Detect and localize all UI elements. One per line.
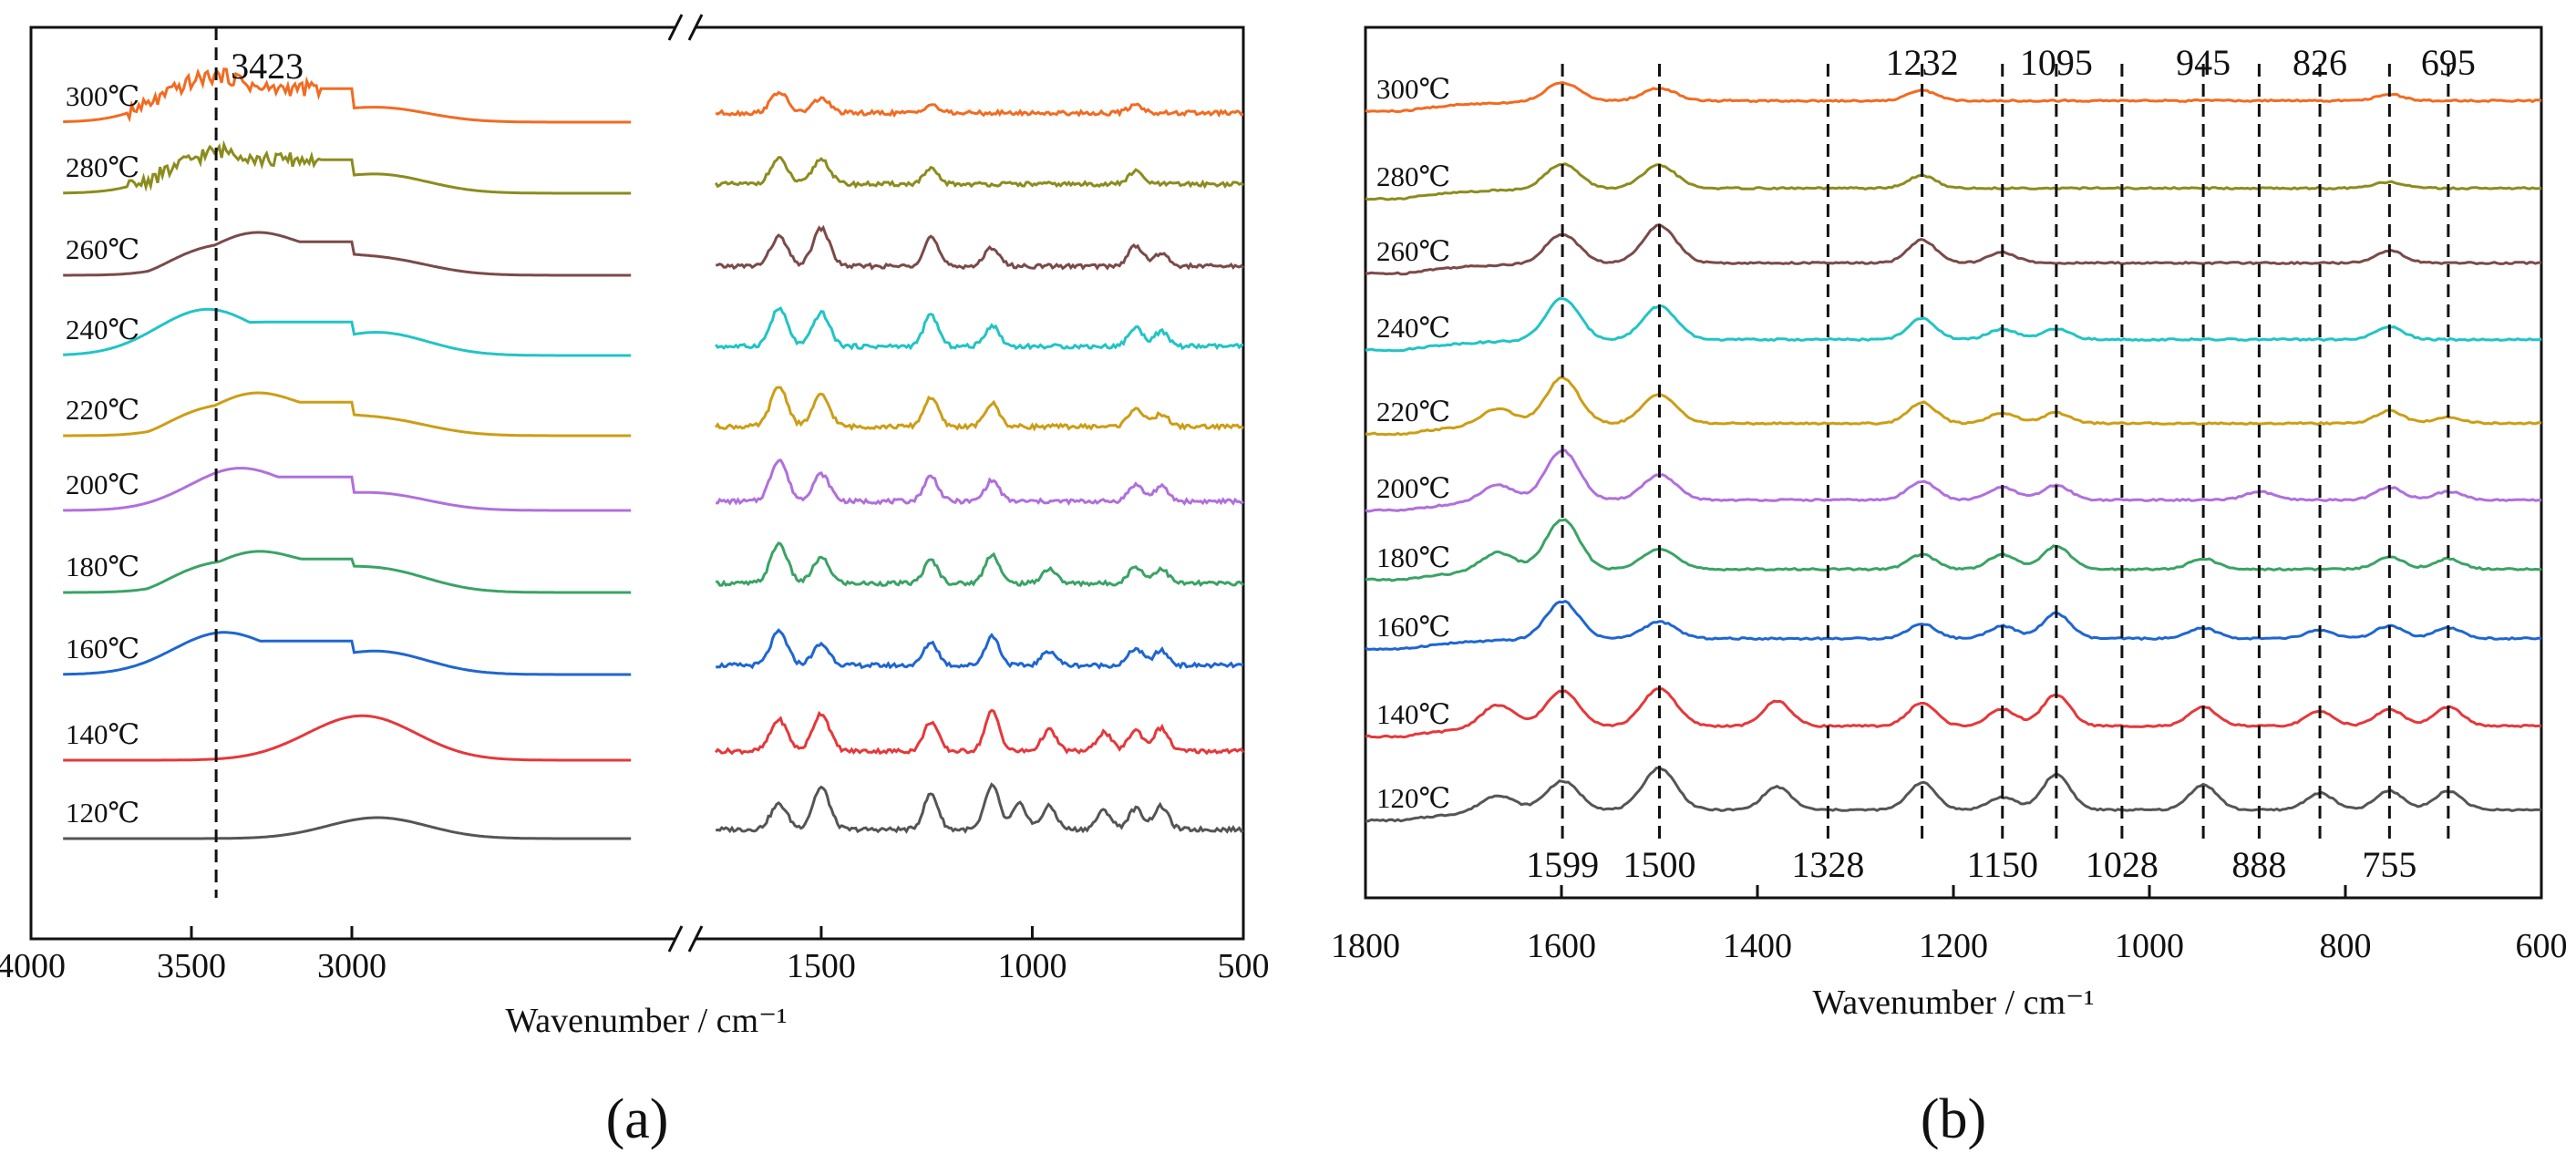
marker-label-b-945: 945 <box>2176 42 2231 83</box>
axis-break-slash <box>667 925 684 953</box>
series-label-a-300: 300℃ <box>66 80 139 112</box>
series-b-300 <box>1365 81 2542 114</box>
series-b-200 <box>1365 448 2542 513</box>
series-a-200-right <box>716 458 1244 507</box>
series-a-140-left <box>63 714 632 762</box>
panel-b: 1599 1500 1328 1232 1150 1095 1028 945 888 826 755… <box>1331 26 2568 1150</box>
a-x-ticks: 4000 3500 3000 1500 1000 500 <box>0 926 1270 985</box>
marker-label-b-1500: 1500 <box>1623 844 1696 885</box>
series-b-160 <box>1365 599 2542 652</box>
tick-label-b-800: 800 <box>2320 927 2372 965</box>
series-b-260 <box>1365 223 2541 276</box>
series-b-220 <box>1365 376 2542 437</box>
x-axis-label-b: Wavenumber / cm⁻¹ <box>1812 984 2094 1022</box>
axis-break-slash <box>687 14 704 41</box>
series-a-160-left <box>63 631 632 676</box>
series-a-300-right <box>715 90 1244 118</box>
marker-label-b-1232: 1232 <box>1886 42 1959 83</box>
series-a-280-left <box>63 139 632 195</box>
axis-break-slash <box>667 14 684 41</box>
b-x-ticks: 1800 1600 1400 1200 1000 800 600 <box>1331 885 2568 965</box>
marker-label-b-1599: 1599 <box>1526 844 1599 885</box>
series-label-b-160: 160℃ <box>1376 611 1450 643</box>
series-b-120 <box>1365 766 2542 823</box>
panel-label-b: (b) <box>1921 1088 1986 1150</box>
tick-label-b-1600: 1600 <box>1527 927 1596 965</box>
marker-label-b-1150: 1150 <box>1966 844 2038 885</box>
x-axis-label-a: Wavenumber / cm⁻¹ <box>505 1002 787 1040</box>
series-a-180-right <box>715 541 1245 588</box>
plot-frame-b <box>1364 26 2543 900</box>
series-b-280 <box>1365 162 2541 201</box>
series-a-120-left <box>63 816 632 840</box>
tick-label-a-500: 500 <box>1218 947 1270 985</box>
series-label-b-140: 140℃ <box>1376 698 1450 730</box>
tick-label-b-1400: 1400 <box>1723 927 1792 965</box>
marker-label-b-1028: 1028 <box>2086 844 2159 885</box>
a-marks: 3423 <box>63 27 1245 898</box>
series-label-b-180: 180℃ <box>1376 541 1450 573</box>
series-label-b-120: 120℃ <box>1376 782 1450 814</box>
series-label-a-140: 140℃ <box>66 718 139 750</box>
series-label-a-120: 120℃ <box>66 797 139 829</box>
series-a-300-left <box>63 67 632 124</box>
tick-label-b-1000: 1000 <box>2115 927 2184 965</box>
marker-label-a-3423: 3423 <box>231 46 304 87</box>
tick-label-a-1500: 1500 <box>787 947 856 985</box>
series-a-200-left <box>63 467 632 512</box>
tick-label-a-1000: 1000 <box>997 947 1066 985</box>
tick-label-a-3500: 3500 <box>157 947 226 985</box>
series-a-220-right <box>714 386 1244 432</box>
series-a-240-right <box>715 306 1244 351</box>
b-marks: 1599 1500 1328 1232 1150 1095 1028 945 888 826 755… <box>1365 42 2542 885</box>
series-a-160-right <box>715 628 1244 670</box>
series-label-a-200: 200℃ <box>66 469 139 500</box>
marker-label-b-826: 826 <box>2293 42 2347 83</box>
a-series-labels: 120℃ 140℃ 160℃ 180℃ 200℃ 220℃ 240℃ 260℃ 280℃ 300℃ <box>66 80 139 829</box>
marker-label-b-888: 888 <box>2231 844 2286 885</box>
series-b-240 <box>1365 296 2542 353</box>
panel-label-a: (a) <box>606 1088 669 1150</box>
marker-label-b-755: 755 <box>2362 844 2416 885</box>
b-series-labels: 120℃ 140℃ 160℃ 180℃ 200℃ 220℃ 240℃ 260℃ 280℃ 300℃ <box>1376 73 1450 814</box>
series-label-b-240: 240℃ <box>1376 312 1450 344</box>
panel-a: 3423 120℃ 140℃ 160℃ 180℃ 200℃ 220℃ 240℃ 260℃ 280… <box>0 14 1270 1150</box>
series-a-280-right <box>714 156 1244 190</box>
series-label-b-200: 200℃ <box>1376 472 1450 504</box>
marker-label-b-1095: 1095 <box>2020 42 2093 83</box>
series-label-b-300: 300℃ <box>1376 73 1450 105</box>
series-label-a-280: 280℃ <box>66 151 139 183</box>
series-a-140-right <box>715 708 1245 756</box>
marker-label-b-695: 695 <box>2421 42 2476 83</box>
series-label-b-220: 220℃ <box>1376 396 1450 427</box>
tick-label-b-600: 600 <box>2516 927 2568 965</box>
series-a-180-left <box>63 550 632 594</box>
series-label-a-240: 240℃ <box>66 314 139 345</box>
axis-break-slash <box>687 925 704 953</box>
tick-label-b-1800: 1800 <box>1331 927 1400 965</box>
series-b-180 <box>1365 518 2542 582</box>
series-a-120-right <box>715 782 1244 834</box>
series-a-260-left <box>63 231 632 277</box>
series-label-b-280: 280℃ <box>1376 160 1450 192</box>
marker-label-b-1328: 1328 <box>1791 844 1864 885</box>
tick-label-a-4000: 4000 <box>0 947 66 985</box>
series-label-b-260: 260℃ <box>1376 235 1450 267</box>
series-label-a-260: 260℃ <box>66 233 139 265</box>
series-a-260-right <box>716 224 1245 271</box>
series-label-a-160: 160℃ <box>66 633 139 664</box>
series-a-240-left <box>63 307 632 357</box>
plot-frame-a <box>29 26 1245 941</box>
tick-label-a-3000: 3000 <box>317 947 386 985</box>
series-label-a-220: 220℃ <box>66 394 139 426</box>
tick-label-b-1200: 1200 <box>1919 927 1988 965</box>
axis-break-symbol <box>667 14 704 953</box>
series-a-220-left <box>63 391 632 438</box>
series-label-a-180: 180℃ <box>66 551 139 582</box>
series-b-140 <box>1365 687 2542 739</box>
